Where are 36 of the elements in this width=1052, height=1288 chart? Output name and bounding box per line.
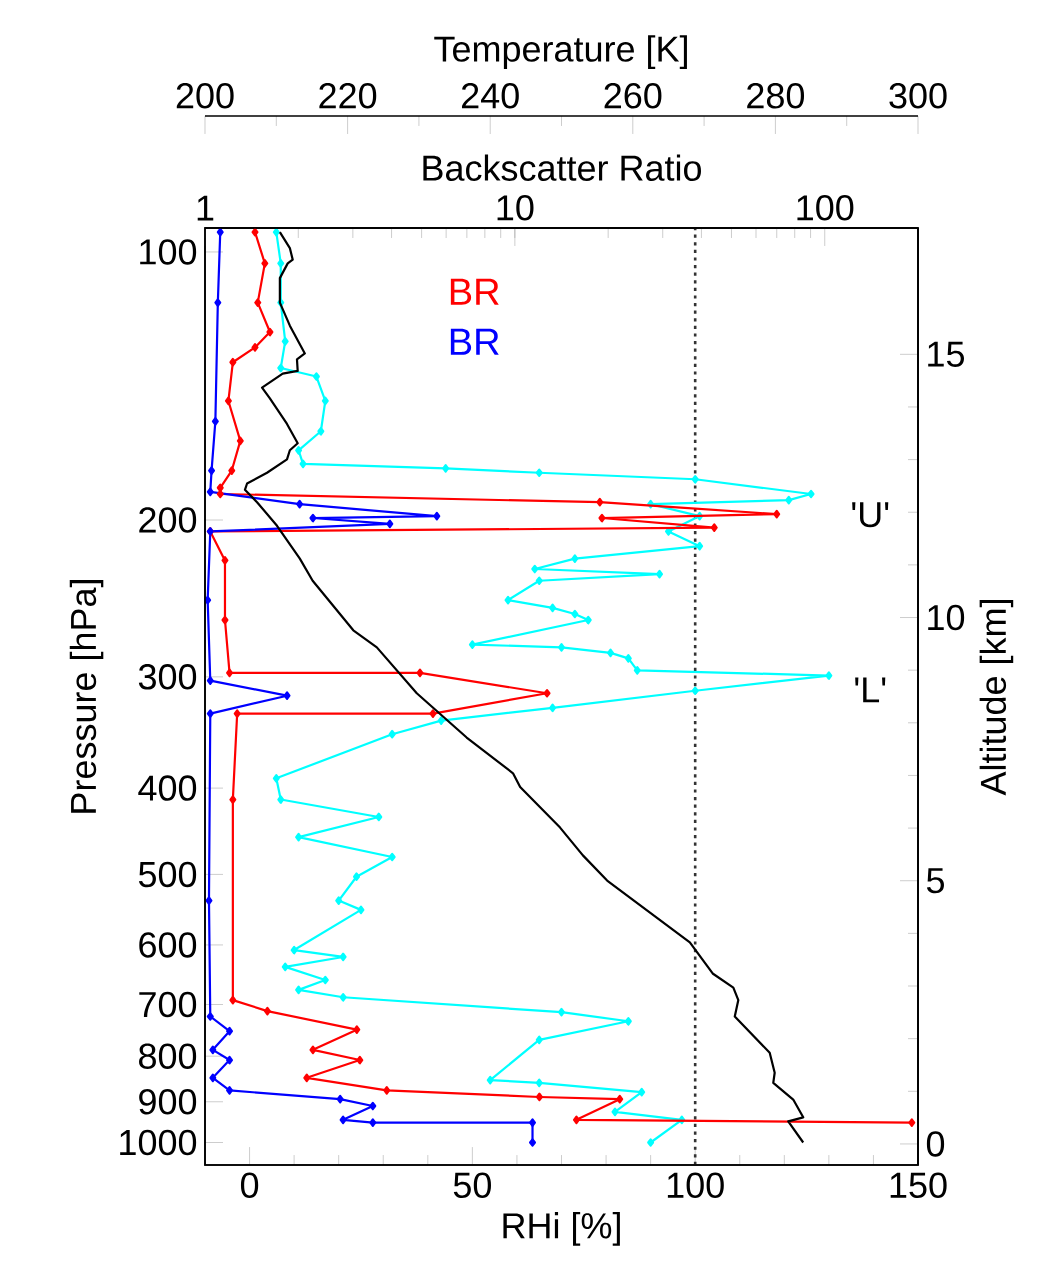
y-tick-label: 700	[139, 991, 197, 1018]
x-tick-label: 280	[747, 83, 805, 109]
y2-axis-title: Altitude [km]	[979, 600, 1014, 796]
y-tick-label: 100	[140, 239, 197, 265]
y2-tick-label: 15	[928, 341, 964, 367]
y-axis-title: Pressure [hPa]	[69, 580, 104, 813]
y-tick-label: 500	[138, 861, 197, 888]
x-tick-label: 0	[240, 1172, 259, 1198]
y-tick-label: 200	[139, 507, 197, 533]
x-tick-label: 50	[453, 1172, 491, 1198]
x-tick-label: 300	[889, 83, 947, 109]
y-tick-label: 600	[139, 932, 197, 958]
y2-tick-label: 0	[926, 1131, 945, 1157]
x-tick-label: 200	[176, 83, 234, 109]
y2-tick-label: 10	[928, 604, 965, 631]
y-tick-label: 900	[139, 1088, 197, 1115]
x-tick-label: 100	[797, 195, 854, 221]
text: BR	[450, 328, 499, 355]
x-tick-label: 240	[461, 83, 519, 109]
x-axis-title: Temperature [K]	[434, 35, 687, 69]
annotation: 'L'	[855, 677, 886, 703]
x-tick-label: 150	[890, 1172, 947, 1198]
y-tick-label: 1000	[120, 1129, 197, 1156]
x-tick-label: 100	[667, 1172, 724, 1198]
y-tick-label: 400	[138, 775, 197, 801]
text: BR	[450, 278, 499, 305]
x-tick-label: 260	[604, 83, 662, 109]
x-axis-title: RHi [%]	[503, 1212, 620, 1246]
x-tick-label: 220	[319, 83, 377, 109]
y-tick-label: 800	[139, 1043, 197, 1069]
y-tick-label: 300	[138, 664, 197, 690]
x-axis-title: Backscatter Ratio	[423, 154, 701, 181]
x-tick-label: 1	[197, 195, 214, 221]
y2-tick-label: 5	[926, 868, 944, 894]
x-tick-label: 10	[497, 195, 534, 221]
annotation: 'U'	[852, 502, 889, 528]
